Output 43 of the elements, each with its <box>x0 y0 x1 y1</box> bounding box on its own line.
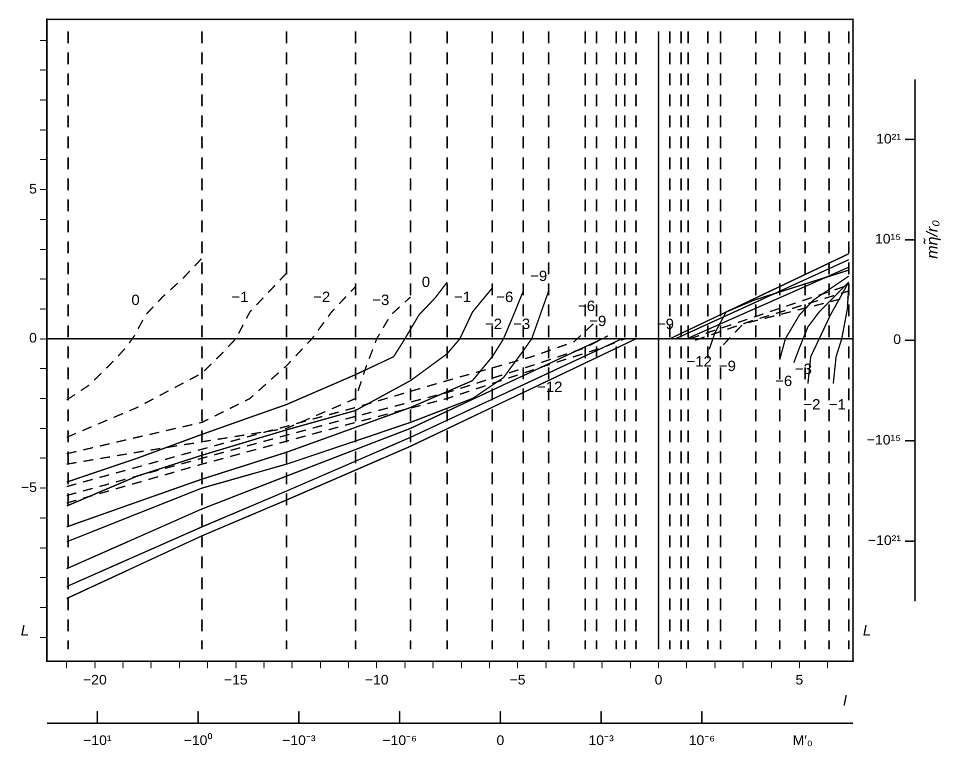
text: 0 <box>496 732 504 748</box>
y2-axis-title: mη̃/r₀ <box>922 220 942 259</box>
y-tick-label: 0 <box>29 330 38 346</box>
text: M′₀ <box>792 732 813 748</box>
x-tick-label: 0 <box>654 671 663 688</box>
annotation: −9 <box>718 358 736 375</box>
text: −10⁰ <box>184 732 212 748</box>
text: −10²¹ <box>868 532 902 548</box>
x-tick-label: −10 <box>364 671 389 688</box>
text: 10²¹ <box>876 130 902 146</box>
text: L <box>20 622 30 640</box>
text: −10⁻³ <box>282 732 316 748</box>
text: −10¹ <box>83 732 112 748</box>
y-tick-label: −5 <box>20 478 38 495</box>
x-axis-title: I <box>842 692 848 710</box>
annotation: −6 <box>496 289 514 306</box>
x-tick-label: −15 <box>224 671 248 688</box>
x-tick-label: −5 <box>510 671 526 688</box>
y-tick-label: 5 <box>29 180 38 196</box>
annotation: 0 <box>422 274 430 292</box>
annotation: −6 <box>775 372 792 390</box>
text: −10⁻⁶ <box>382 732 417 748</box>
text: 10⁻³ <box>588 732 614 748</box>
x-tick-label: 5 <box>796 671 804 688</box>
text: 10¹⁵ <box>874 230 901 247</box>
annotation: −12 <box>537 378 563 396</box>
annotation: −2 <box>313 289 330 306</box>
annotation: 0 <box>131 292 140 310</box>
annotation: −1 <box>828 396 846 414</box>
text: 10⁻⁶ <box>688 732 716 748</box>
annotation: −9 <box>589 312 606 330</box>
text: 0 <box>893 331 902 348</box>
annotation: −3 <box>372 292 390 310</box>
annotation: −1 <box>454 289 472 306</box>
annotation: −1 <box>231 289 248 306</box>
annotation: −12 <box>686 353 712 370</box>
annotation: −6 <box>578 298 596 316</box>
annotation: −2 <box>803 396 820 414</box>
annotation: −9 <box>530 268 548 286</box>
y-axis-title: L <box>862 622 872 640</box>
x-tick-label: −20 <box>83 671 107 688</box>
text: −10¹⁵ <box>866 432 901 448</box>
annotation: −2 <box>484 316 502 333</box>
